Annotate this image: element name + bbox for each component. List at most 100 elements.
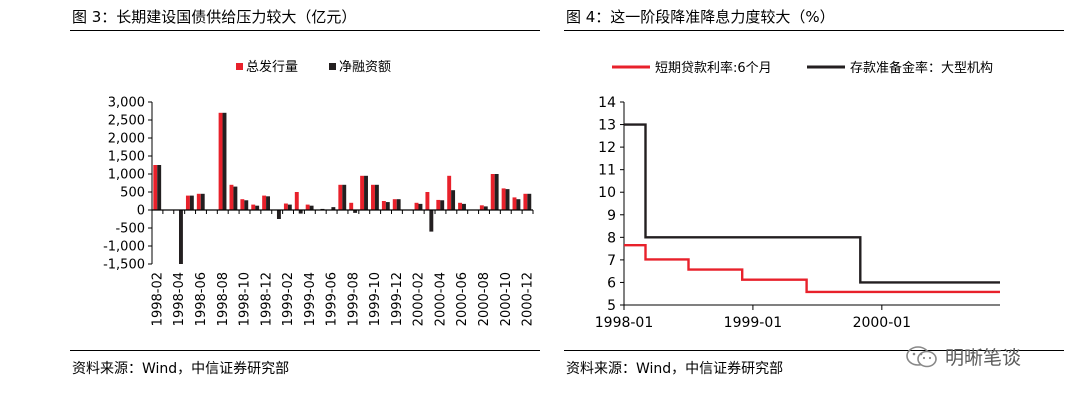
bar: [229, 184, 234, 210]
y-tick-label: 2,500: [108, 114, 145, 129]
bar: [244, 200, 249, 210]
series-line: [624, 244, 1000, 294]
bar: [287, 204, 292, 210]
wechat-icon: [906, 345, 937, 367]
bar: [262, 195, 267, 210]
bar: [360, 175, 365, 210]
bar: [338, 184, 343, 210]
bar: [414, 202, 419, 210]
bar: [490, 174, 495, 210]
title-rule: [564, 30, 1064, 31]
legend-swatch: [329, 63, 336, 70]
bar: [218, 112, 223, 210]
legend-label: 短期贷款利率:6个月: [655, 60, 772, 76]
bar: [251, 204, 256, 210]
bar: [222, 112, 227, 210]
y-tick-label: 12: [598, 140, 616, 156]
bar: [185, 195, 190, 210]
x-tick-label: 1998-08: [216, 272, 231, 326]
x-tick-label: 1999-06: [325, 272, 340, 326]
x-tick-label: 1999-12: [390, 272, 405, 326]
bar: [479, 205, 484, 210]
bar: [196, 193, 201, 210]
y-tick-label: 14: [598, 95, 616, 111]
bar: [374, 184, 379, 210]
bar: [462, 203, 466, 210]
bar-chart: 总发行量 净融资额 3,000 2,500 2,000 1,500 1,000 500 0 -50…: [103, 59, 536, 326]
x-tick-label: 2000-08: [477, 272, 492, 326]
y-tick-label: 3,000: [108, 96, 145, 111]
x-tick-label: 2000-06: [455, 272, 470, 326]
bar: [266, 196, 271, 210]
y-tick-label: 8: [607, 230, 616, 246]
y-tick-label: 13: [598, 118, 616, 134]
bar: [440, 200, 445, 210]
y-tick-label: 7: [607, 253, 616, 269]
y-tick-label: 1,000: [108, 168, 145, 183]
bar: [418, 203, 423, 210]
watermark-text: 明晰笔谈: [945, 347, 1022, 369]
legend-swatch: [236, 63, 243, 70]
chart-source: 资料来源：Wind，中信证券研究部: [566, 361, 784, 377]
bar: [381, 201, 386, 210]
x-tick-label: 2000-04: [433, 272, 448, 326]
bar: [516, 199, 521, 210]
title-rule: [70, 30, 540, 31]
bar: [512, 197, 517, 210]
bar: [153, 165, 158, 210]
x-tick-label: 1998-06: [194, 272, 209, 326]
bar: [276, 210, 281, 219]
bar: [458, 202, 463, 210]
bar: [309, 205, 314, 210]
left-chart-panel: 图 3：长期建设国债供给压力较大（亿元） 总发行量 净融资额 3,000 2,500 2…: [70, 8, 540, 377]
bar: [349, 202, 354, 210]
bar: [233, 186, 238, 210]
bar: [436, 199, 441, 210]
y-tick-label: 0: [137, 204, 145, 219]
bar: [392, 199, 397, 210]
x-tick-label: 1998-01: [595, 315, 654, 331]
right-chart-panel: 图 4：这一阶段降准降息力度较大（%） 短期贷款利率:6个月 存款准备金率：大型机…: [560, 0, 1080, 402]
y-tick-label: 1,500: [108, 150, 145, 165]
x-tick-label: 2000-12: [521, 272, 536, 326]
bar: [483, 206, 488, 210]
x-tick-label: 2000-01: [853, 315, 912, 331]
bar: [505, 189, 510, 210]
bar: [429, 210, 434, 232]
bar: [305, 204, 310, 210]
y-tick-label: 5: [607, 298, 616, 314]
bar: [527, 193, 532, 210]
y-tick-label: 500: [120, 186, 145, 201]
bar: [523, 193, 528, 210]
chart-title: 图 3：长期建设国债供给压力较大（亿元）: [72, 8, 357, 26]
x-tick-label: 2000-10: [499, 272, 514, 326]
bar: [283, 203, 288, 210]
bar: [189, 195, 194, 210]
legend-label: 总发行量: [246, 59, 298, 75]
bar: [294, 192, 299, 210]
x-tick-label: 1999-04: [303, 272, 318, 326]
y-tick-label: -1,500: [103, 258, 145, 273]
bar: [200, 193, 205, 210]
y-tick-label: -1,000: [103, 240, 145, 255]
bar: [385, 202, 390, 210]
bar: [396, 199, 401, 210]
bar: [425, 192, 430, 210]
bar: [342, 184, 347, 210]
y-tick-label: 10: [598, 185, 616, 201]
x-tick-label: 1999-02: [281, 272, 296, 326]
chart-source: 资料来源：Wind，中信证券研究部: [72, 361, 290, 377]
bar: [364, 175, 368, 210]
x-tick-label: 1999-10: [368, 272, 383, 326]
bar: [447, 175, 452, 210]
x-tick-label: 1998-12: [259, 272, 274, 326]
watermark: 明晰笔谈: [905, 343, 1021, 370]
bar: [255, 205, 260, 210]
y-tick-label: 11: [598, 163, 616, 179]
legend-label: 存款准备金率：大型机构: [850, 60, 993, 76]
y-tick-label: -500: [115, 222, 145, 237]
bar: [501, 188, 506, 210]
y-tick-label: 2,000: [108, 132, 145, 147]
source-rule: [70, 350, 540, 351]
bar: [353, 210, 358, 213]
